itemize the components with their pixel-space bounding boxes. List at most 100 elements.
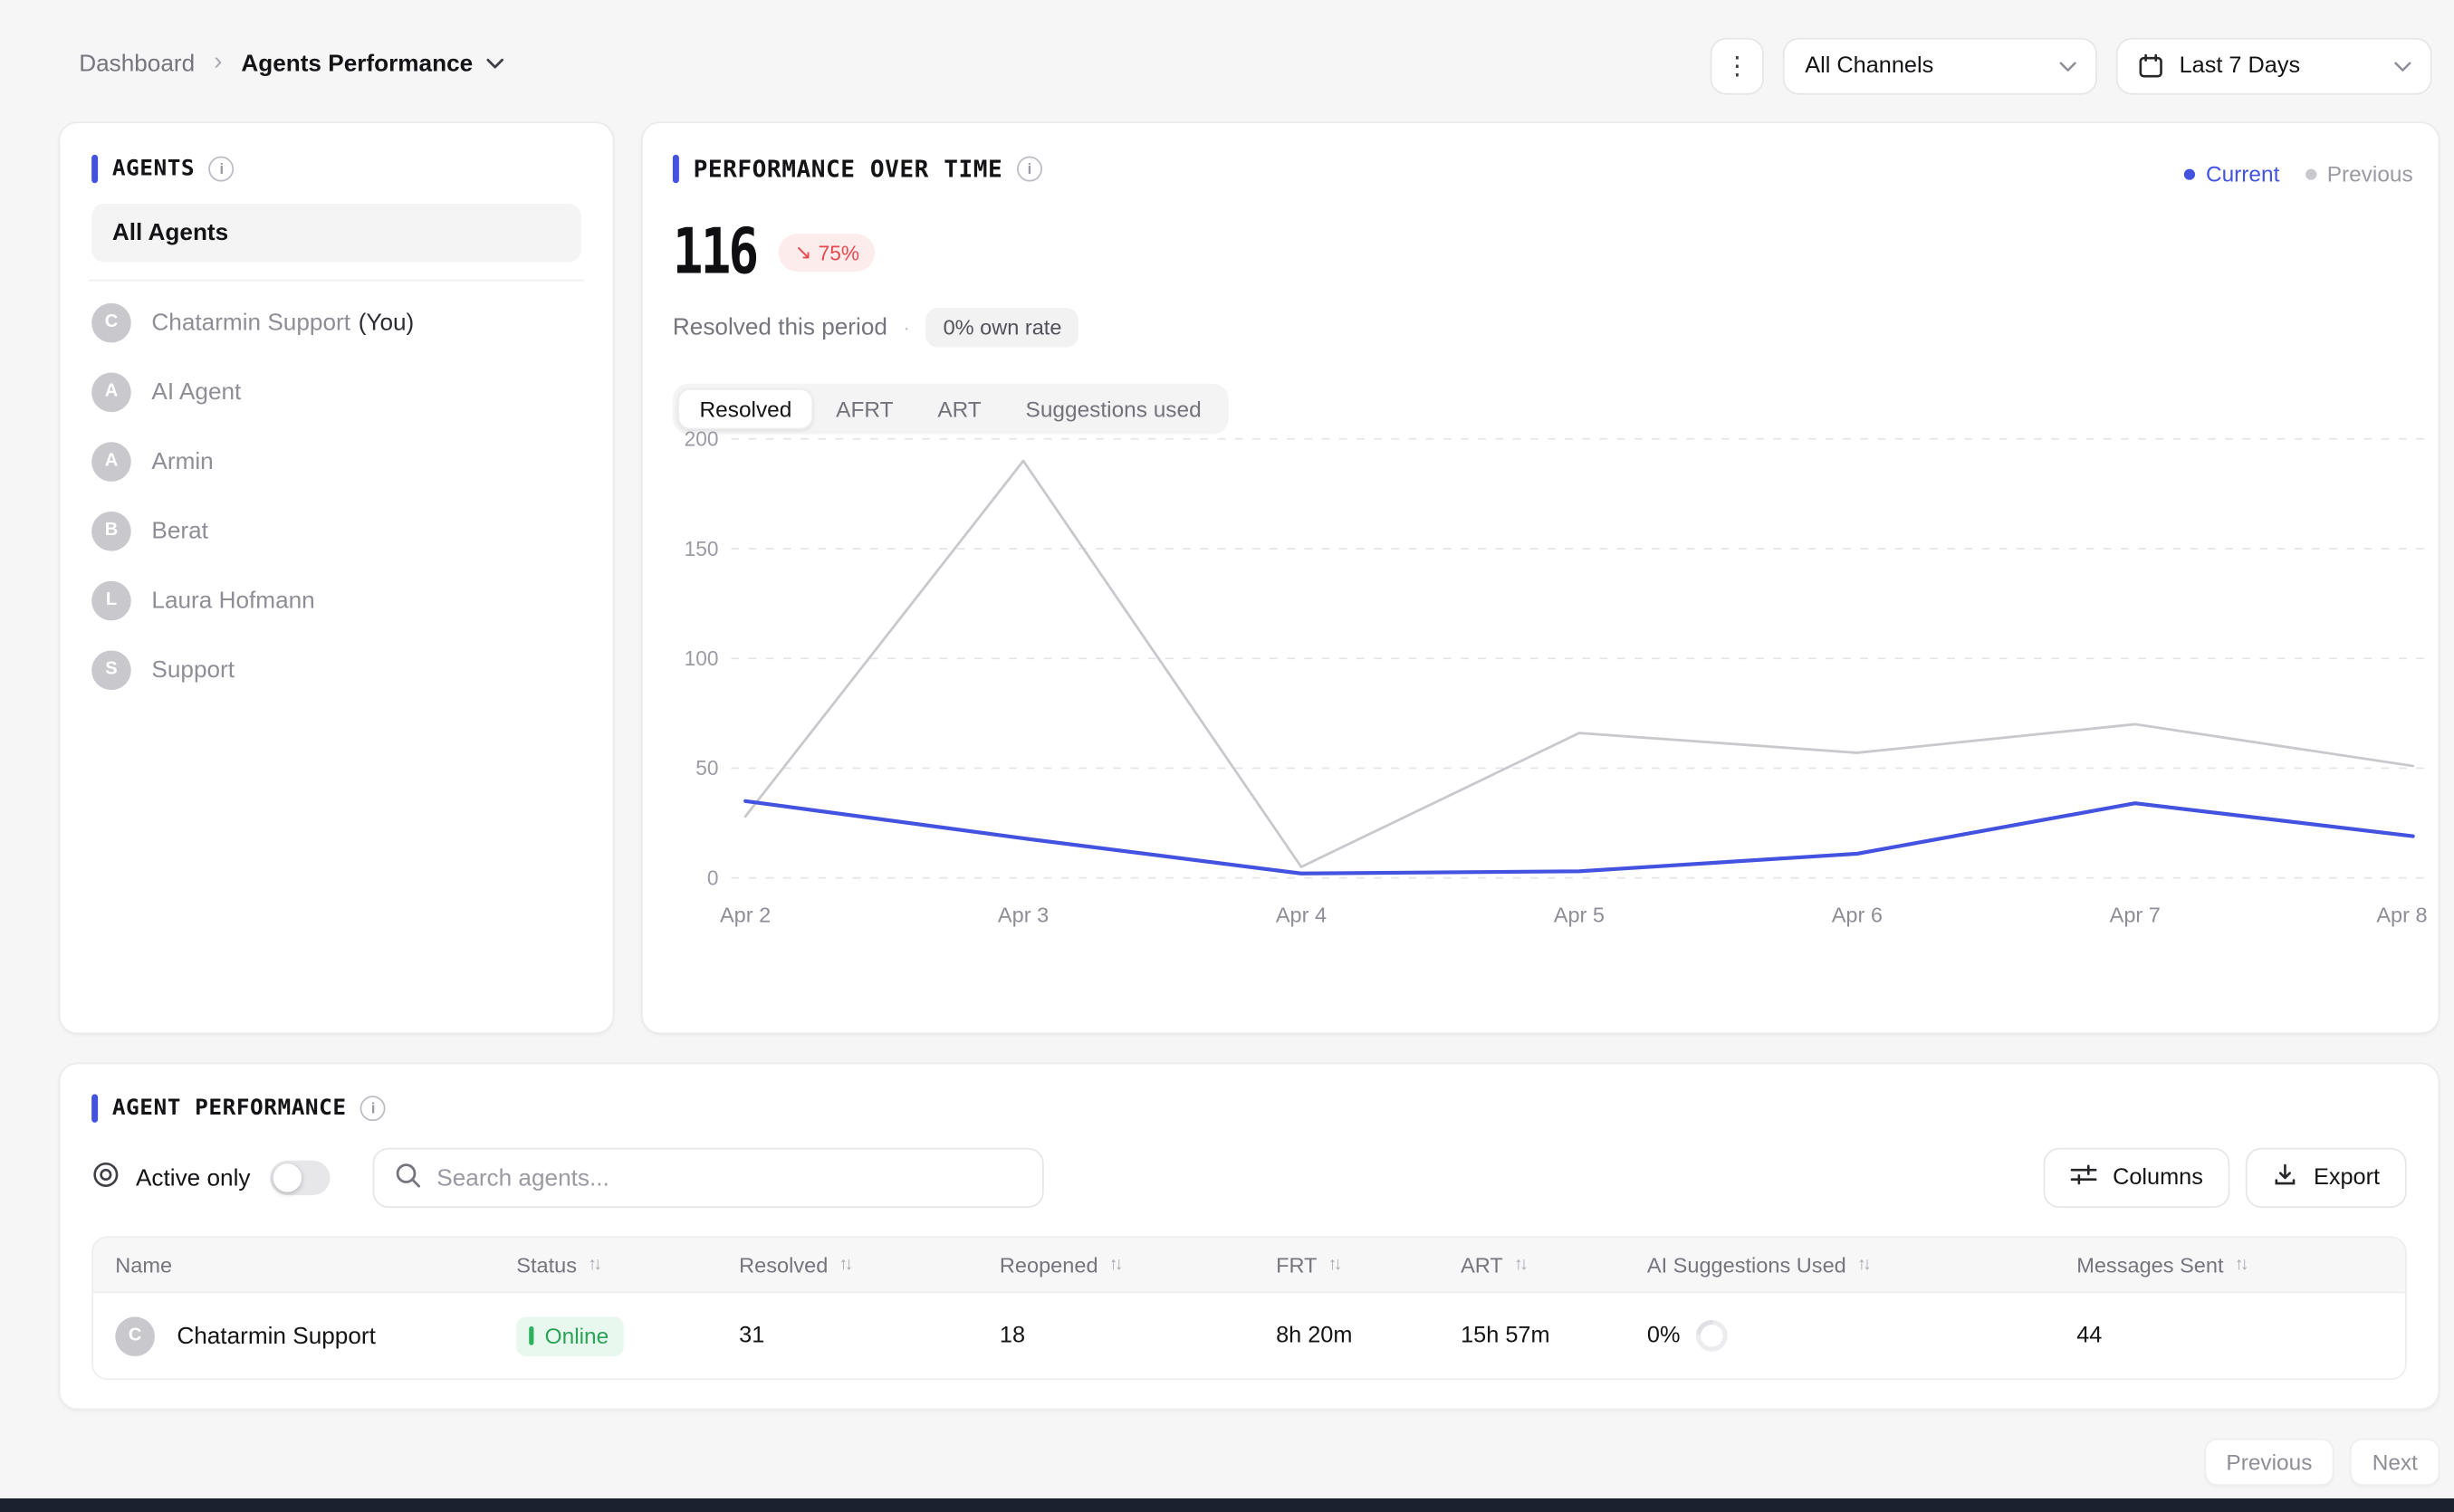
svg-text:100: 100 — [685, 646, 719, 670]
own-rate-badge: 0% own rate — [925, 308, 1078, 348]
svg-text:Apr 5: Apr 5 — [1554, 903, 1605, 926]
column-header-name[interactable]: Name — [93, 1253, 494, 1277]
breadcrumb-dashboard-link[interactable]: Dashboard — [79, 50, 195, 77]
breadcrumb: Dashboard › Agents Performance — [79, 49, 503, 77]
chart-legend: Current Previous — [2184, 161, 2413, 187]
resolved-metric-value: 116 — [673, 216, 756, 289]
search-input[interactable] — [436, 1164, 1021, 1191]
column-header-art[interactable]: ART ↑↓ — [1439, 1253, 1625, 1277]
sidebar-item-agent[interactable]: A Armin — [91, 426, 581, 496]
progress-ring-icon — [1690, 1314, 1734, 1358]
agent-name: Chatarmin Support — [151, 309, 350, 336]
agent-name: Laura Hofmann — [151, 587, 314, 614]
sliders-icon — [2070, 1163, 2097, 1194]
svg-text:Apr 6: Apr 6 — [1832, 903, 1883, 926]
page-title: Agents Performance — [241, 50, 473, 77]
breadcrumb-current-dropdown[interactable]: Agents Performance — [241, 50, 503, 77]
sort-icon: ↑↓ — [1328, 1255, 1339, 1274]
next-page-button[interactable]: Next — [2350, 1439, 2440, 1486]
avatar: A — [91, 441, 131, 481]
legend-previous[interactable]: Previous — [2305, 161, 2412, 187]
bottom-bar — [0, 1498, 2454, 1512]
ai-suggestions-cell: 0% — [1625, 1320, 2054, 1352]
top-bar: Dashboard › Agents Performance ⋮ All Cha… — [0, 0, 2454, 121]
agents-panel: AGENTS i All Agents C Chatarmin Support (… — [59, 121, 615, 1034]
dot-separator: · — [903, 316, 910, 340]
performance-panel-title: PERFORMANCE OVER TIME — [694, 155, 1003, 183]
agent-performance-title: AGENT PERFORMANCE — [112, 1096, 347, 1121]
sidebar-item-all-agents[interactable]: All Agents — [91, 204, 581, 263]
sort-icon: ↑↓ — [1857, 1255, 1868, 1274]
agent-you-suffix: (You) — [359, 309, 415, 336]
search-icon — [394, 1162, 421, 1195]
agent-performance-panel: AGENT PERFORMANCE i Active only — [59, 1063, 2440, 1411]
sidebar-item-agent[interactable]: C Chatarmin Support (You) — [91, 287, 581, 357]
svg-text:Apr 8: Apr 8 — [2376, 903, 2427, 926]
avatar: C — [91, 302, 131, 342]
kebab-menu-button[interactable]: ⋮ — [1711, 38, 1764, 95]
legend-current[interactable]: Current — [2184, 161, 2280, 187]
column-header-status[interactable]: Status ↑↓ — [494, 1253, 717, 1277]
status-cell: Online — [494, 1316, 717, 1356]
performance-over-time-panel: PERFORMANCE OVER TIME i Current Previous… — [641, 121, 2440, 1034]
pagination: Previous Next — [2204, 1439, 2440, 1486]
svg-text:Apr 3: Apr 3 — [998, 903, 1049, 926]
table-row[interactable]: C Chatarmin Support Online 31 18 8h 20m … — [93, 1292, 2405, 1379]
avatar: B — [91, 511, 131, 550]
agents-panel-title: AGENTS — [112, 157, 195, 182]
kebab-icon: ⋮ — [1724, 51, 1749, 82]
date-range-select[interactable]: Last 7 Days — [2116, 38, 2432, 95]
agent-name: Berat — [151, 517, 208, 544]
agent-name-cell: C Chatarmin Support — [93, 1316, 494, 1356]
svg-text:200: 200 — [685, 427, 719, 451]
messages-sent-cell: 44 — [2055, 1323, 2405, 1348]
sort-icon: ↑↓ — [1109, 1255, 1120, 1274]
chevron-down-icon — [2059, 62, 2075, 71]
section-accent-bar — [673, 155, 679, 183]
download-icon — [2273, 1163, 2298, 1194]
agents-list: C Chatarmin Support (You) A AI Agent A Ar… — [91, 287, 581, 703]
svg-text:Apr 7: Apr 7 — [2110, 903, 2161, 926]
column-header-messages-sent[interactable]: Messages Sent ↑↓ — [2055, 1253, 2405, 1277]
performance-chart: 050100150200Apr 2Apr 3Apr 4Apr 5Apr 6Apr… — [643, 423, 2441, 943]
frt-cell: 8h 20m — [1254, 1323, 1439, 1348]
trend-down-icon: ↘ — [795, 240, 812, 265]
sidebar-item-agent[interactable]: A AI Agent — [91, 357, 581, 426]
column-header-resolved[interactable]: Resolved ↑↓ — [717, 1253, 978, 1277]
column-header-ai-suggestions[interactable]: AI Suggestions Used ↑↓ — [1625, 1253, 2054, 1277]
info-icon[interactable]: i — [209, 157, 235, 182]
previous-page-button[interactable]: Previous — [2204, 1439, 2334, 1486]
sidebar-item-agent[interactable]: S Support — [91, 635, 581, 704]
export-button[interactable]: Export — [2246, 1148, 2407, 1208]
info-icon[interactable]: i — [1017, 157, 1042, 182]
column-header-frt[interactable]: FRT ↑↓ — [1254, 1253, 1439, 1277]
channels-filter-select[interactable]: All Channels — [1783, 38, 2097, 95]
top-controls: ⋮ All Channels Last 7 Days — [1711, 38, 2432, 95]
table-header-row: Name Status ↑↓ Resolved ↑↓ Reopened ↑↓ F… — [93, 1238, 2405, 1291]
sidebar-item-agent[interactable]: B Berat — [91, 496, 581, 566]
svg-text:0: 0 — [707, 866, 719, 889]
eye-icon — [91, 1161, 120, 1195]
resolved-cell: 31 — [717, 1323, 978, 1348]
svg-text:Apr 2: Apr 2 — [720, 903, 771, 926]
art-cell: 15h 57m — [1439, 1323, 1625, 1348]
table-controls: Active only Columns — [91, 1148, 2407, 1208]
agents-table: Name Status ↑↓ Resolved ↑↓ Reopened ↑↓ F… — [91, 1236, 2407, 1380]
svg-text:150: 150 — [685, 537, 719, 560]
breadcrumb-chevron-icon: › — [214, 49, 222, 77]
chevron-down-icon — [487, 59, 503, 68]
delta-badge: ↘ 75% — [779, 234, 875, 272]
active-only-toggle[interactable] — [269, 1161, 329, 1195]
section-accent-bar — [91, 155, 98, 183]
sort-icon: ↑↓ — [588, 1255, 599, 1274]
avatar: A — [91, 372, 131, 412]
sidebar-item-agent[interactable]: L Laura Hofmann — [91, 565, 581, 635]
columns-button[interactable]: Columns — [2043, 1148, 2229, 1208]
info-icon[interactable]: i — [360, 1096, 386, 1121]
sort-icon: ↑↓ — [1514, 1255, 1525, 1274]
column-header-reopened[interactable]: Reopened ↑↓ — [977, 1253, 1253, 1277]
avatar: S — [91, 650, 131, 690]
online-indicator-icon — [529, 1326, 533, 1345]
channels-filter-value: All Channels — [1805, 53, 1933, 79]
section-accent-bar — [91, 1095, 98, 1123]
